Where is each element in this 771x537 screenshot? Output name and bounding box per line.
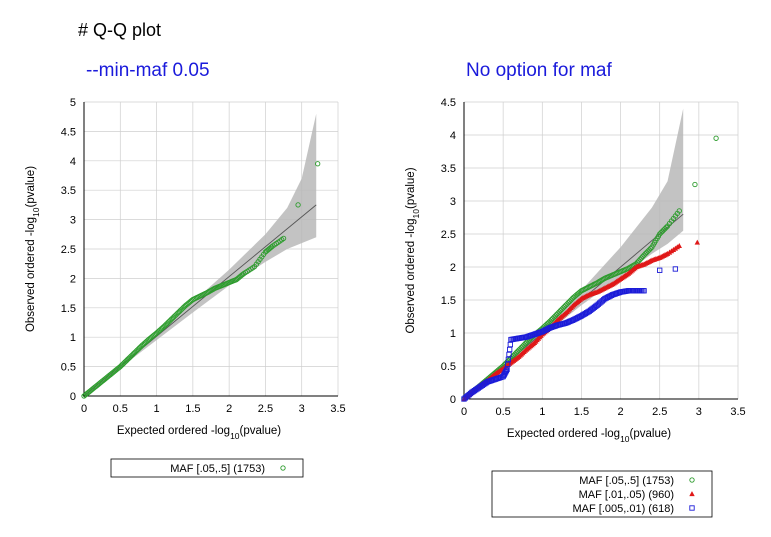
right-legend-marker xyxy=(689,491,695,497)
right-y-tick-label: 4.5 xyxy=(441,97,456,109)
left-legend-marker xyxy=(280,465,286,471)
right-data-point xyxy=(663,224,669,231)
left-x-tick-label: 3.5 xyxy=(330,403,345,415)
right-x-tick-label: 2 xyxy=(618,406,624,418)
right-y-tick-label: 4 xyxy=(450,130,456,142)
left-y-tick-label: 0.5 xyxy=(61,362,76,374)
right-data-point xyxy=(503,367,510,374)
left-y-tick-label: 4.5 xyxy=(61,126,76,138)
right-legend-entry: MAF [.01,.05) (960) xyxy=(579,489,674,501)
left-reference-line xyxy=(83,204,317,397)
left-y-tick-label: 1.5 xyxy=(61,303,76,315)
right-data-point xyxy=(694,239,700,245)
right-y-tick-label: 3.5 xyxy=(441,163,456,175)
right-data-point xyxy=(506,351,512,358)
left-y-tick-label: 2.5 xyxy=(61,244,76,256)
right-data-point xyxy=(640,253,646,260)
left-legend-entry: MAF [.05,.5] (1753) xyxy=(170,463,265,475)
right-data-point xyxy=(505,356,512,363)
right-data-point xyxy=(676,242,682,248)
right-data-point xyxy=(504,366,510,372)
right-chart-title: No option for maf xyxy=(466,60,612,81)
left-x-tick-label: 1.5 xyxy=(185,403,200,415)
right-series-square xyxy=(461,266,679,402)
left-y-tick-label: 3.5 xyxy=(61,185,76,197)
right-y-tick-label: 2 xyxy=(450,262,456,274)
left-legend xyxy=(110,458,304,478)
right-data-point xyxy=(505,361,511,367)
left-y-tick-label: 2 xyxy=(70,273,76,285)
left-series-circle xyxy=(81,161,321,399)
right-data-point xyxy=(637,256,643,263)
left-x-tick-label: 1 xyxy=(154,403,160,415)
right-x-tick-label: 0.5 xyxy=(495,406,510,418)
right-x-tick-label: 0 xyxy=(461,406,467,418)
right-y-tick-label: 0 xyxy=(450,394,456,406)
left-y-tick-label: 3 xyxy=(70,215,76,227)
right-x-tick-label: 3 xyxy=(696,406,702,418)
left-y-axis-label: Observed ordered -log10(pvalue) xyxy=(25,166,41,332)
right-legend-entry: MAF [.05,.5] (1753) xyxy=(579,475,674,487)
right-confidence-band xyxy=(464,108,684,399)
right-data-point xyxy=(676,208,682,214)
right-data-point xyxy=(638,255,645,261)
left-data-point xyxy=(295,202,301,208)
right-plot-area xyxy=(464,102,738,399)
right-data-point xyxy=(507,346,513,353)
left-data-point xyxy=(280,235,287,242)
left-x-tick-label: 0 xyxy=(81,403,87,415)
left-data-point xyxy=(315,161,321,167)
right-y-tick-label: 1.5 xyxy=(441,295,456,307)
page-heading: # Q-Q plot xyxy=(78,20,162,40)
left-x-tick-label: 3 xyxy=(299,403,305,415)
right-x-tick-label: 3.5 xyxy=(730,406,745,418)
right-y-axis-label: Observed ordered -log10(pvalue) xyxy=(405,167,421,333)
right-x-tick-label: 2.5 xyxy=(652,406,667,418)
right-legend-marker xyxy=(689,505,695,511)
right-y-tick-label: 1 xyxy=(450,328,456,340)
left-x-tick-label: 2.5 xyxy=(258,403,273,415)
right-data-point xyxy=(672,266,679,272)
left-chart-title: --min-maf 0.05 xyxy=(86,60,210,81)
right-data-point xyxy=(641,288,647,294)
left-x-tick-label: 2 xyxy=(226,403,232,415)
right-data-point xyxy=(647,245,654,252)
left-y-tick-label: 4 xyxy=(70,156,76,168)
right-y-tick-label: 0.5 xyxy=(441,361,456,373)
right-legend-marker xyxy=(689,477,695,483)
right-y-tick-label: 3 xyxy=(450,196,456,208)
right-x-axis-label: Expected ordered -log10(pvalue) xyxy=(507,428,671,444)
right-data-point xyxy=(657,267,663,273)
right-x-tick-label: 1 xyxy=(539,406,545,418)
right-y-tick-label: 2.5 xyxy=(441,229,456,241)
left-x-axis-label: Expected ordered -log10(pvalue) xyxy=(117,425,281,441)
right-data-point xyxy=(713,135,719,141)
left-y-tick-label: 1 xyxy=(70,332,76,344)
left-x-tick-label: 0.5 xyxy=(113,403,128,415)
right-data-point xyxy=(507,341,513,348)
left-y-tick-label: 0 xyxy=(70,391,76,403)
right-x-tick-label: 1.5 xyxy=(574,406,589,418)
right-legend xyxy=(491,470,713,518)
left-confidence-band xyxy=(84,113,317,396)
right-data-point xyxy=(636,258,642,264)
left-y-tick-label: 5 xyxy=(70,97,76,109)
right-legend-entry: MAF [.005,.01) (618) xyxy=(573,503,675,515)
right-data-point xyxy=(692,181,698,188)
